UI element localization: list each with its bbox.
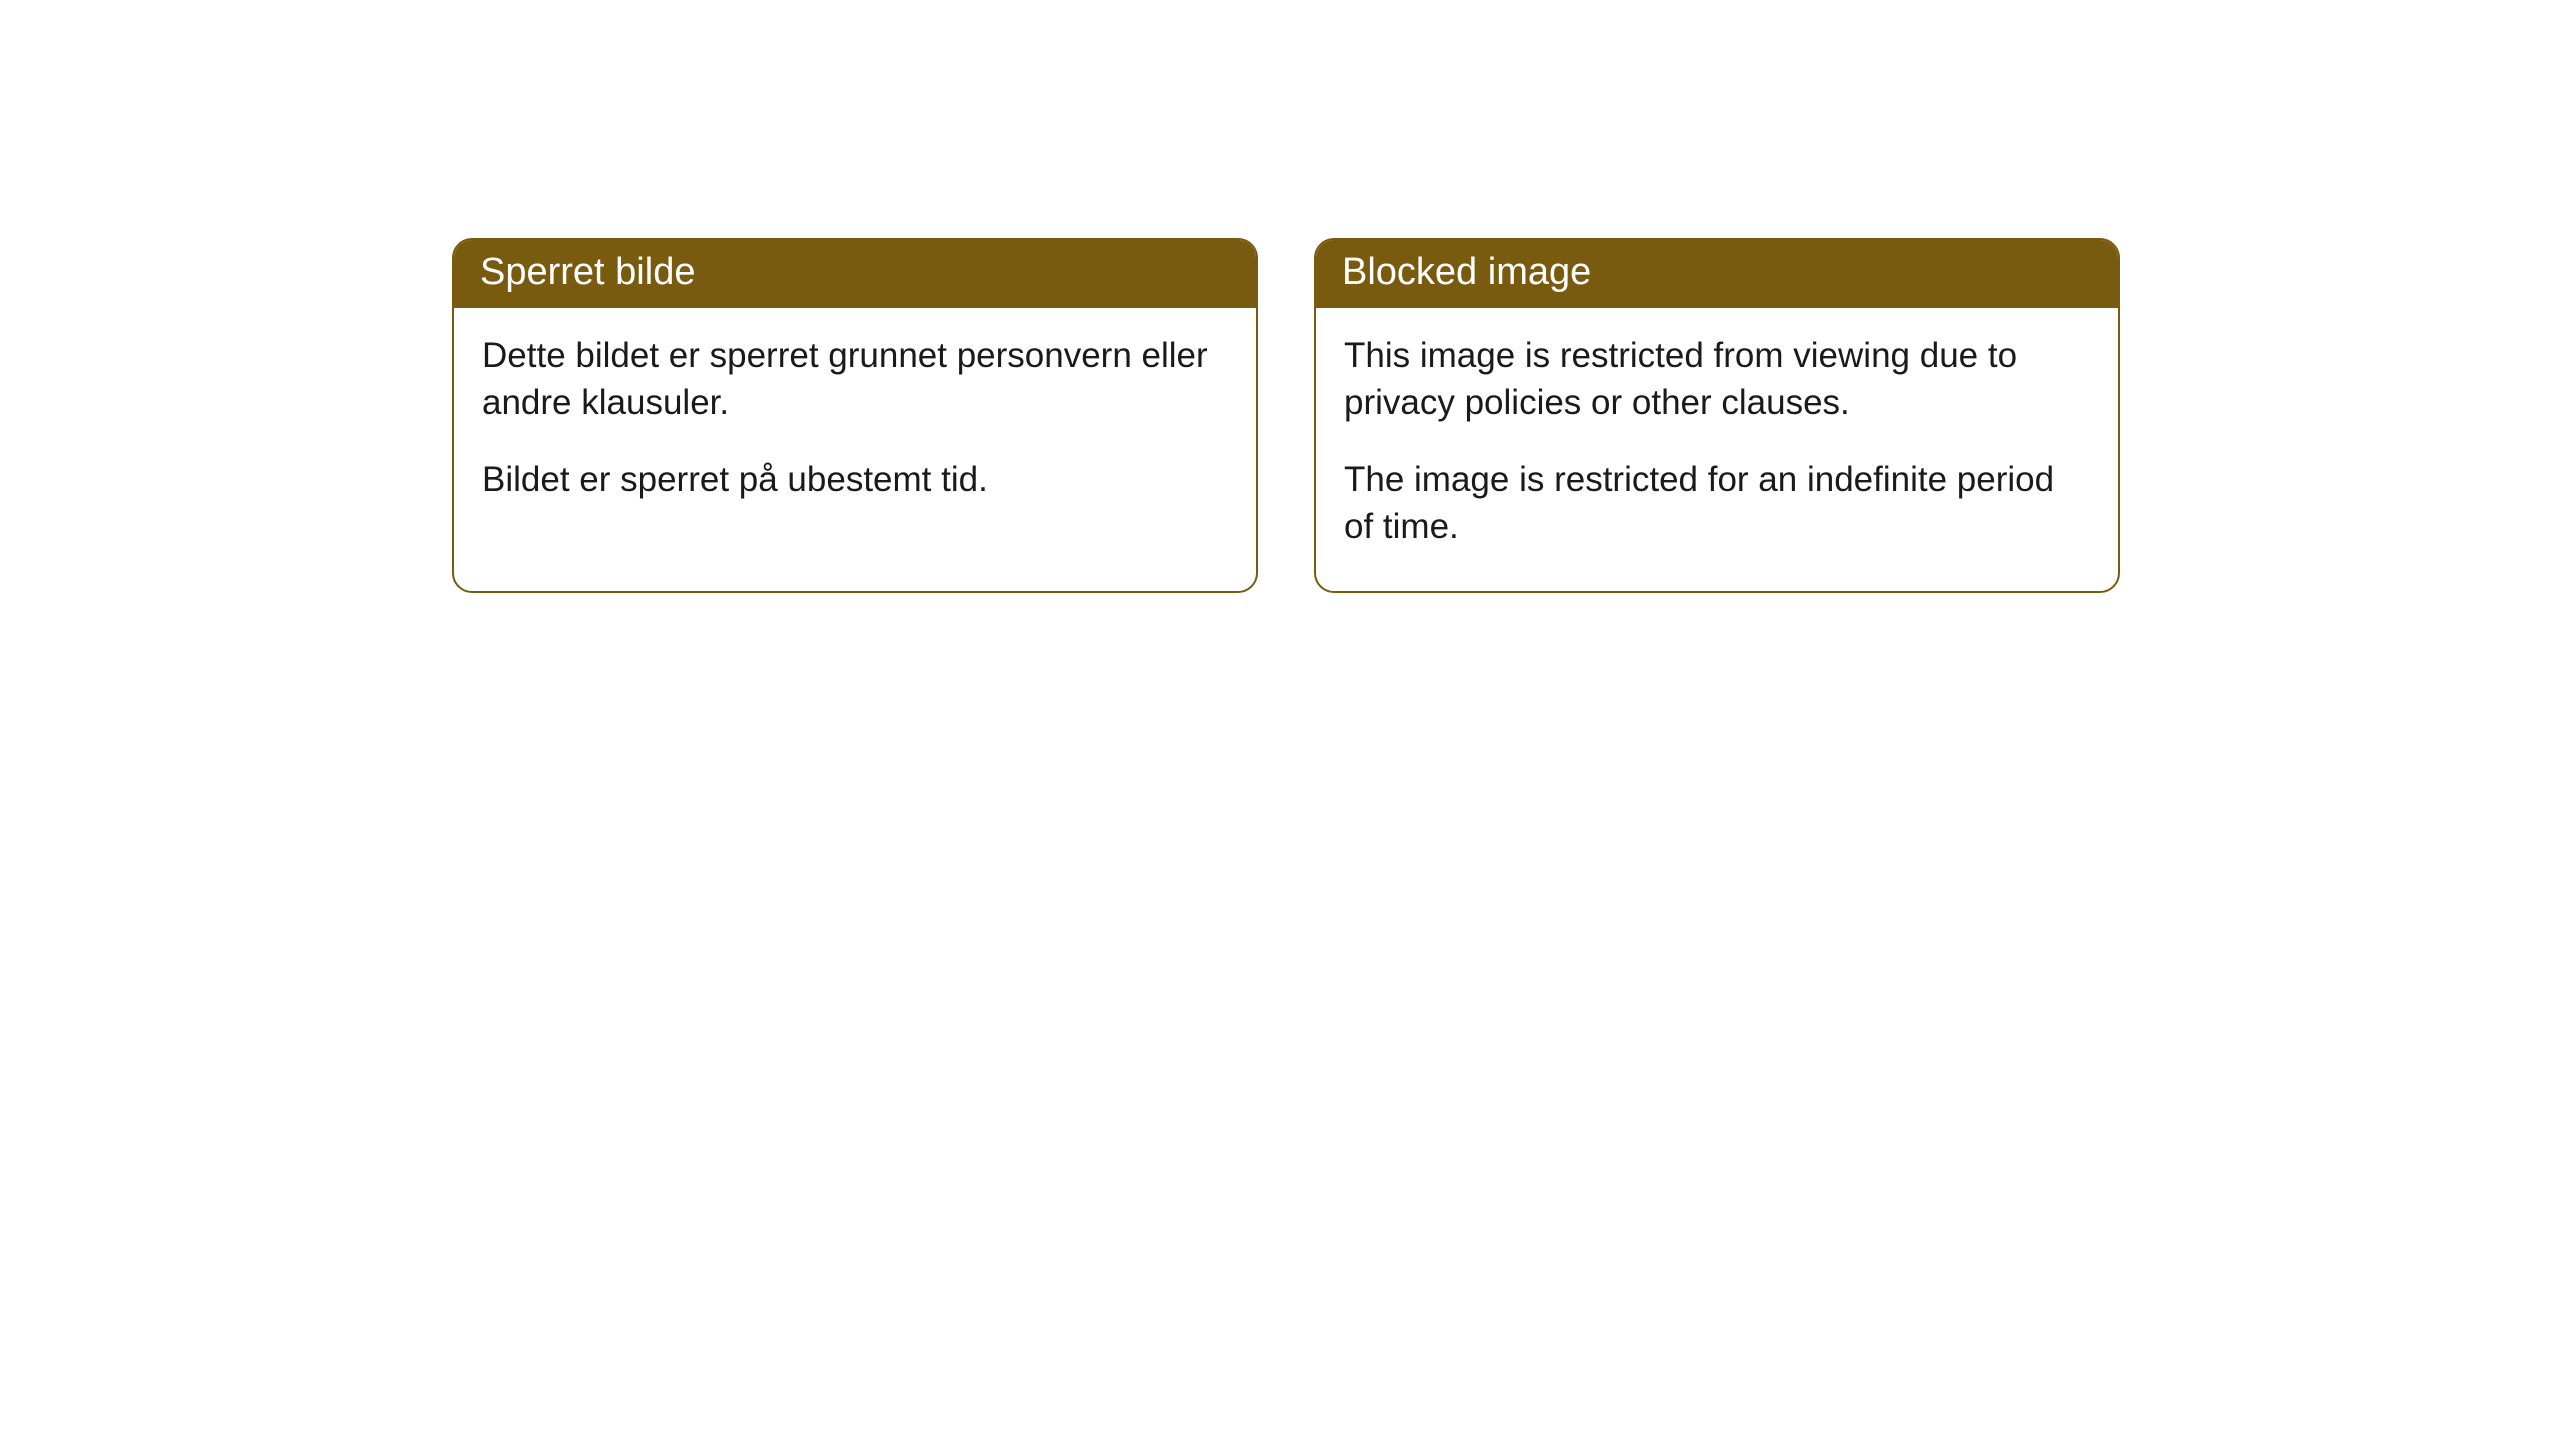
card-paragraph: Bildet er sperret på ubestemt tid.	[482, 456, 1228, 503]
notice-card-english: Blocked image This image is restricted f…	[1314, 238, 2120, 593]
notice-card-norwegian: Sperret bilde Dette bildet er sperret gr…	[452, 238, 1258, 593]
card-body: This image is restricted from viewing du…	[1316, 308, 2118, 591]
card-body: Dette bildet er sperret grunnet personve…	[454, 308, 1256, 544]
notice-cards-container: Sperret bilde Dette bildet er sperret gr…	[452, 238, 2560, 593]
card-paragraph: Dette bildet er sperret grunnet personve…	[482, 332, 1228, 427]
card-paragraph: This image is restricted from viewing du…	[1344, 332, 2090, 427]
card-paragraph: The image is restricted for an indefinit…	[1344, 456, 2090, 551]
card-header: Sperret bilde	[454, 240, 1256, 308]
card-header: Blocked image	[1316, 240, 2118, 308]
